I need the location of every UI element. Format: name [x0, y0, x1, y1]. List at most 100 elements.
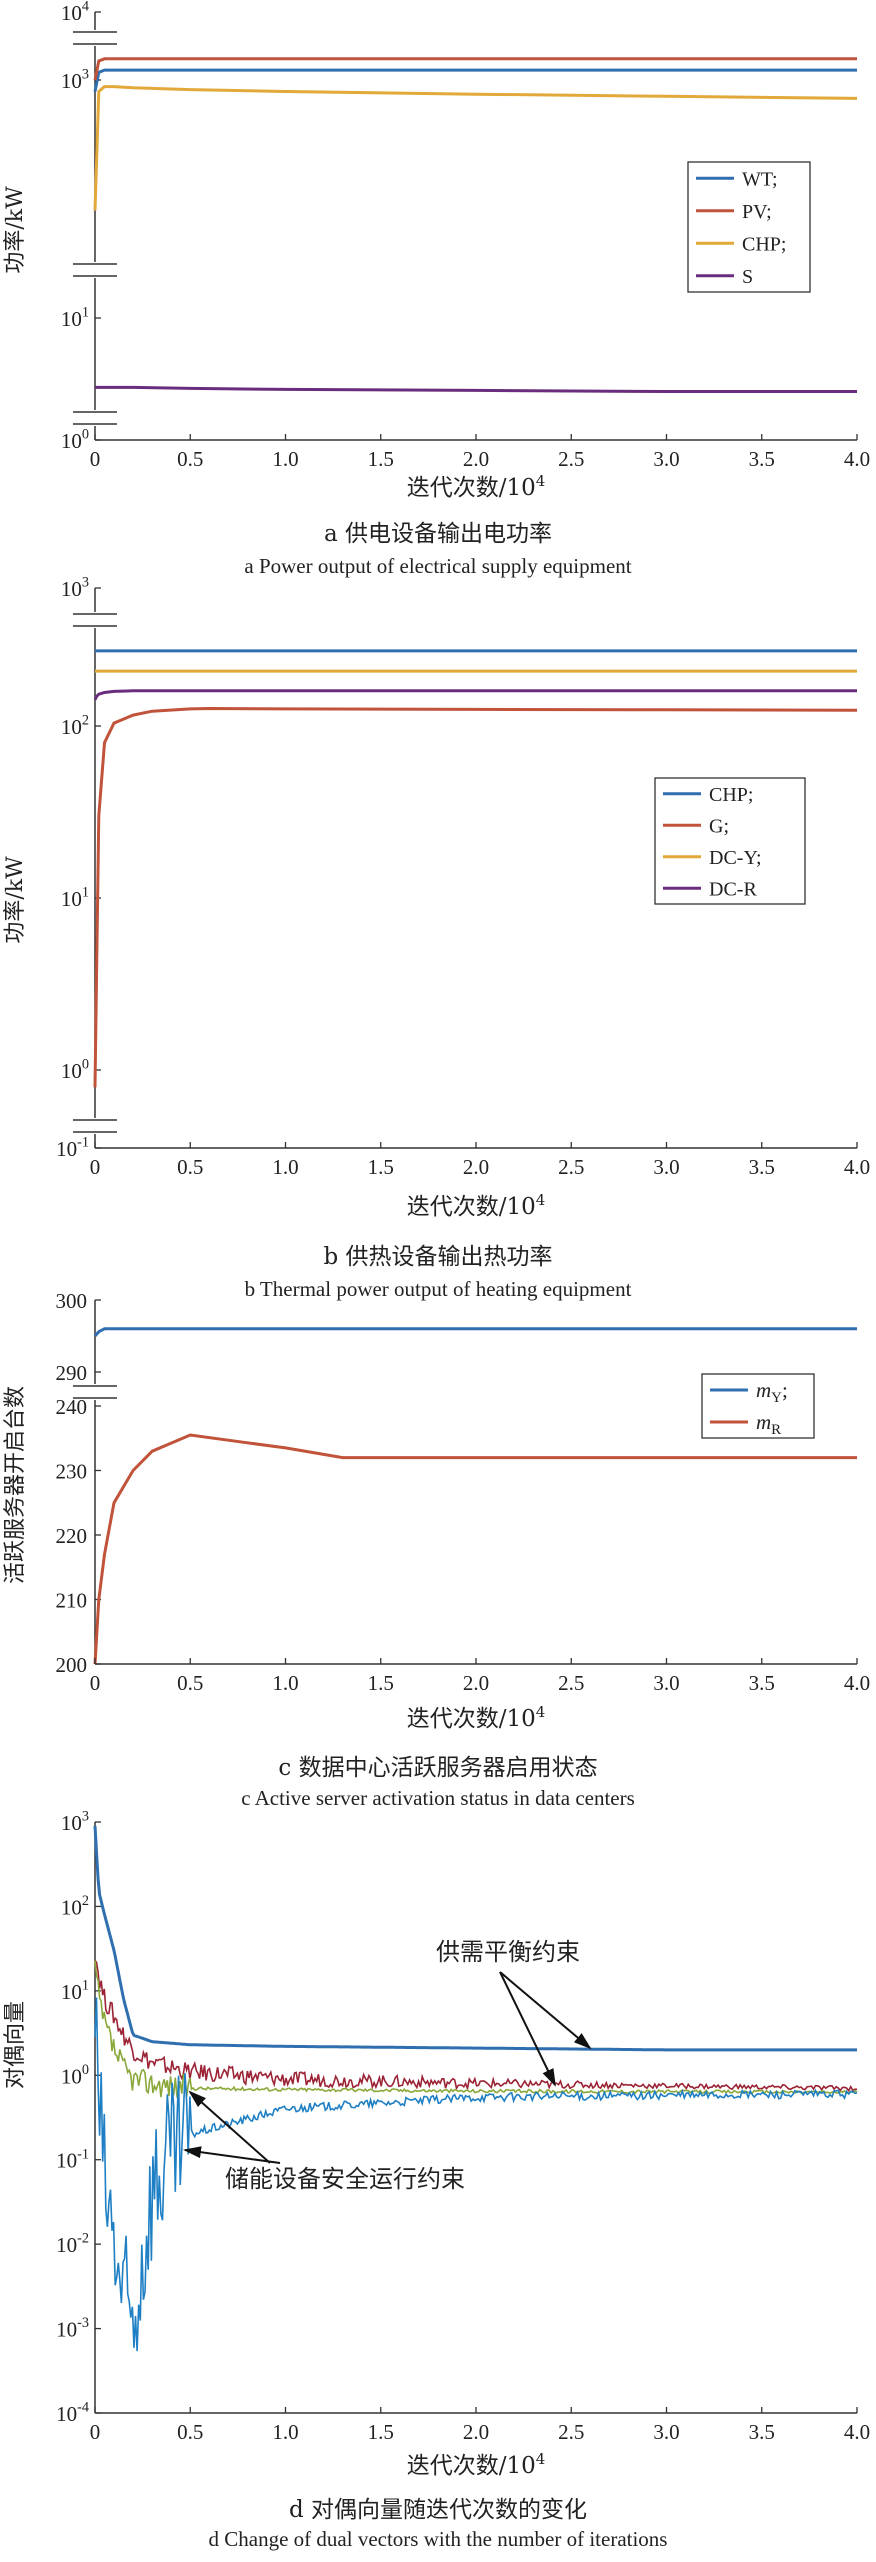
- chart-a-x-tick-label: 0: [90, 447, 101, 471]
- chart-c-legend-label: mY;: [756, 1378, 788, 1406]
- chart-a-y-tick-label: 103: [61, 67, 89, 93]
- chart-c-x-tick-label: 0.5: [177, 1671, 203, 1695]
- chart-b-x-tick-label: 3.0: [653, 1155, 679, 1179]
- chart-d-annotation-balance: 供需平衡约束: [436, 1938, 580, 1966]
- chart-c-break-gap: [73, 1384, 117, 1400]
- chart-b-x-tick-label: 4.0: [844, 1155, 870, 1179]
- chart-a-legend-box: [687, 161, 811, 293]
- chart-b-legend-label: CHP;: [709, 784, 753, 806]
- chart-d-y-tick-label: 101: [61, 1977, 89, 2003]
- caption-b-en: b Thermal power output of heating equipm…: [244, 1277, 632, 1301]
- chart-a-series-line: [93, 68, 857, 92]
- caption-d-cn: d 对偶向量随迭代次数的变化: [288, 2497, 588, 2523]
- chart-b-x-tick-label: 2.5: [558, 1155, 584, 1179]
- chart-c-x-tick-label: 3.5: [749, 1671, 775, 1695]
- chart-d-y-tick-label: 102: [61, 1893, 89, 1919]
- chart-b-x-tick-label: 0.5: [177, 1155, 203, 1179]
- chart-a-break-top-gap: [73, 30, 117, 46]
- chart-d-y-tick-label: 10-3: [56, 2315, 89, 2341]
- chart-b-y-tick-label: 101: [61, 885, 89, 911]
- chart-a-series-line: [93, 85, 858, 211]
- chart-b-legend-box: [654, 777, 806, 905]
- caption-c-en: c Active server activation status in dat…: [241, 1786, 635, 1810]
- chart-b-y-tick-label: 102: [61, 713, 89, 739]
- chart-a-break-mid-gap: [73, 262, 117, 278]
- chart-c-series-line: [93, 1433, 857, 1665]
- chart-a-series-line: [95, 385, 857, 393]
- chart-b-break-low-gap: [73, 1118, 117, 1134]
- chart-c-y-tick-label: 300: [56, 1289, 88, 1313]
- chart-d-x-tick-label: 4.0: [844, 2420, 870, 2444]
- chart-c-series-line: [93, 1327, 857, 1337]
- chart-c-x-axis-label: 迭代次数/104: [407, 1703, 546, 1732]
- chart-d-y-tick-label: 100: [61, 2062, 89, 2088]
- chart-d-x-tick-label: 0: [90, 2420, 101, 2444]
- caption-a-en: a Power output of electrical supply equi…: [244, 554, 632, 578]
- chart-d-x-tick-label: 3.0: [653, 2420, 679, 2444]
- chart-d-x-tick-label: 1.0: [272, 2420, 298, 2444]
- chart-d-y-tick-label: 10-4: [56, 2400, 89, 2426]
- chart-d-annotation-arrow: [499, 1971, 592, 2050]
- chart-b-y-tick-label: 10-1: [56, 1135, 89, 1161]
- chart-c-x-tick-label: 4.0: [844, 1671, 870, 1695]
- chart-b-y-axis-label: 功率/kW: [3, 856, 28, 944]
- chart-c-x-tick-label: 1.0: [272, 1671, 298, 1695]
- chart-a-x-tick-label: 3.0: [653, 447, 679, 471]
- chart-a-x-tick-label: 3.5: [749, 447, 775, 471]
- chart-c-x-tick-label: 1.5: [368, 1671, 394, 1695]
- chart-d-y-tick-label: 103: [61, 1809, 89, 1835]
- chart-a-x-tick-label: 2.5: [558, 447, 584, 471]
- chart-a-legend-label: PV;: [742, 201, 772, 223]
- chart-b-x-tick-label: 3.5: [749, 1155, 775, 1179]
- chart-a-x-tick-label: 1.5: [368, 447, 394, 471]
- chart-b-x-tick-label: 1.0: [272, 1155, 298, 1179]
- chart-d-x-tick-label: 2.0: [463, 2420, 489, 2444]
- chart-a-x-tick-label: 0.5: [177, 447, 203, 471]
- chart-d-series-line: [93, 1825, 857, 2052]
- chart-c-y-tick-label: 290: [56, 1361, 88, 1385]
- chart-a-y-tick-label: 100: [61, 427, 89, 453]
- chart-d-x-tick-label: 3.5: [749, 2420, 775, 2444]
- chart-d-x-axis-label: 迭代次数/104: [407, 2450, 546, 2479]
- chart-c-y-tick-label: 200: [56, 1653, 88, 1677]
- chart-a-series-line: [93, 57, 857, 81]
- chart-c-y-tick-label: 220: [56, 1524, 88, 1548]
- chart-b-y-tick-label: 103: [61, 575, 89, 601]
- chart-b-x-tick-label: 2.0: [463, 1155, 489, 1179]
- chart-a-y-tick-label: 101: [61, 305, 89, 331]
- caption-d-en: d Change of dual vectors with the number…: [208, 2527, 668, 2551]
- chart-b-legend-label: DC-R: [709, 878, 757, 900]
- chart-d-y-tick-label: 10-2: [56, 2231, 89, 2257]
- chart-d-x-tick-label: 2.5: [558, 2420, 584, 2444]
- chart-a-y-axis-label: 功率/kW: [3, 186, 28, 274]
- chart-b-x-tick-label: 0: [90, 1155, 101, 1179]
- chart-b-y-tick-label: 100: [61, 1057, 89, 1083]
- chart-a-x-tick-label: 2.0: [463, 447, 489, 471]
- chart-d-y-tick-label: 10-1: [56, 2146, 89, 2172]
- chart-d-annotation-storage: 储能设备安全运行约束: [225, 2165, 465, 2193]
- chart-a-legend-label: WT;: [742, 168, 778, 190]
- chart-d-annotation-arrow: [499, 1971, 556, 2087]
- chart-a-legend-label: CHP;: [742, 233, 786, 255]
- chart-d-y-axis-label: 对偶向量: [3, 2001, 28, 2089]
- caption-b-cn: b 供热设备输出热功率: [323, 1244, 553, 1270]
- chart-d-x-tick-label: 0.5: [177, 2420, 203, 2444]
- chart-a-x-tick-label: 1.0: [272, 447, 298, 471]
- chart-d-annotation-arrow: [188, 2090, 271, 2164]
- caption-c-cn: c 数据中心活跃服务器启用状态: [278, 1755, 598, 1781]
- chart-d-x-tick-label: 1.5: [368, 2420, 394, 2444]
- chart-a-y-tick-label: 104: [61, 0, 89, 25]
- chart-b-break-top-gap: [73, 612, 117, 628]
- chart-a-break-low-gap: [73, 410, 117, 426]
- chart-b-x-axis-label: 迭代次数/104: [407, 1191, 546, 1220]
- chart-c-y-tick-label: 230: [56, 1460, 88, 1484]
- chart-c-x-tick-label: 2.0: [463, 1671, 489, 1695]
- chart-b-series-line: [93, 706, 858, 1088]
- chart-c-x-tick-label: 0: [90, 1671, 101, 1695]
- chart-c-legend-label: mR: [756, 1410, 781, 1438]
- chart-a-legend-label: S: [742, 266, 753, 288]
- chart-c-x-tick-label: 3.0: [653, 1671, 679, 1695]
- chart-b-legend-label: G;: [709, 815, 729, 837]
- caption-a-cn: a 供电设备输出电功率: [323, 521, 553, 547]
